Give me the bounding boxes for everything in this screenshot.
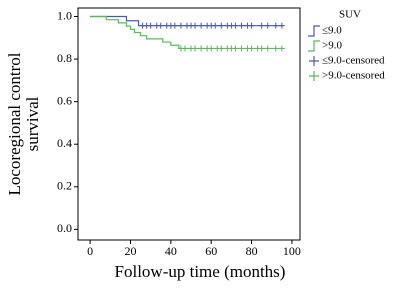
censored-mark xyxy=(171,22,178,29)
legend-icon xyxy=(308,25,320,37)
y-tick-label: 0.2 xyxy=(57,179,72,193)
censored-mark xyxy=(192,45,199,52)
censored-mark xyxy=(238,22,245,29)
censored-mark xyxy=(238,45,245,52)
x-axis-label: Follow-up time (months) xyxy=(115,262,286,281)
y-axis-label: survival xyxy=(23,96,42,151)
legend-title: SUV xyxy=(339,9,361,21)
x-tick-label: 60 xyxy=(205,244,217,258)
legend-label: >9.0 xyxy=(322,40,342,52)
y-tick-label: 0.8 xyxy=(57,51,72,65)
censored-mark xyxy=(258,22,265,29)
censored-mark xyxy=(272,22,279,29)
censored-mark xyxy=(272,45,279,52)
x-tick-label: 20 xyxy=(124,244,136,258)
y-tick-label: 0.0 xyxy=(57,221,72,235)
censored-mark xyxy=(192,22,199,29)
y-tick-label: 0.6 xyxy=(57,93,72,107)
x-tick-label: 0 xyxy=(87,244,93,258)
censored-mark xyxy=(147,22,154,29)
x-tick-label: 80 xyxy=(246,244,258,258)
x-tick-label: 100 xyxy=(283,244,301,258)
y-axis-label: Locoregional control xyxy=(5,52,24,195)
legend-label: ≤9.0 xyxy=(322,25,342,37)
censored-mark xyxy=(278,22,285,29)
plot-frame xyxy=(77,7,301,241)
legend-label: ≤9.0-censored xyxy=(322,55,385,67)
survival-curve xyxy=(90,15,284,50)
y-tick-label: 1.0 xyxy=(57,8,72,22)
censored-mark xyxy=(208,45,215,52)
censored-mark xyxy=(177,22,184,29)
censored-mark xyxy=(198,22,205,29)
censored-mark xyxy=(181,45,188,52)
censored-mark xyxy=(198,45,205,52)
censored-mark xyxy=(218,22,225,29)
censored-mark xyxy=(248,22,255,29)
censored-mark xyxy=(232,22,239,29)
legend-label: >9.0-censored xyxy=(322,70,385,82)
legend-icon xyxy=(309,71,319,81)
censored-mark xyxy=(264,22,271,29)
censored-mark xyxy=(212,22,219,29)
legend-icon xyxy=(308,40,320,52)
censored-mark xyxy=(258,45,265,52)
censored-mark xyxy=(248,45,255,52)
censored-mark xyxy=(157,22,164,29)
censored-mark xyxy=(218,45,225,52)
censored-mark xyxy=(278,45,285,52)
x-tick-label: 40 xyxy=(165,244,177,258)
legend-icon xyxy=(309,56,319,66)
y-tick-label: 0.4 xyxy=(57,136,72,150)
censored-mark xyxy=(264,45,271,52)
censored-mark xyxy=(232,45,239,52)
